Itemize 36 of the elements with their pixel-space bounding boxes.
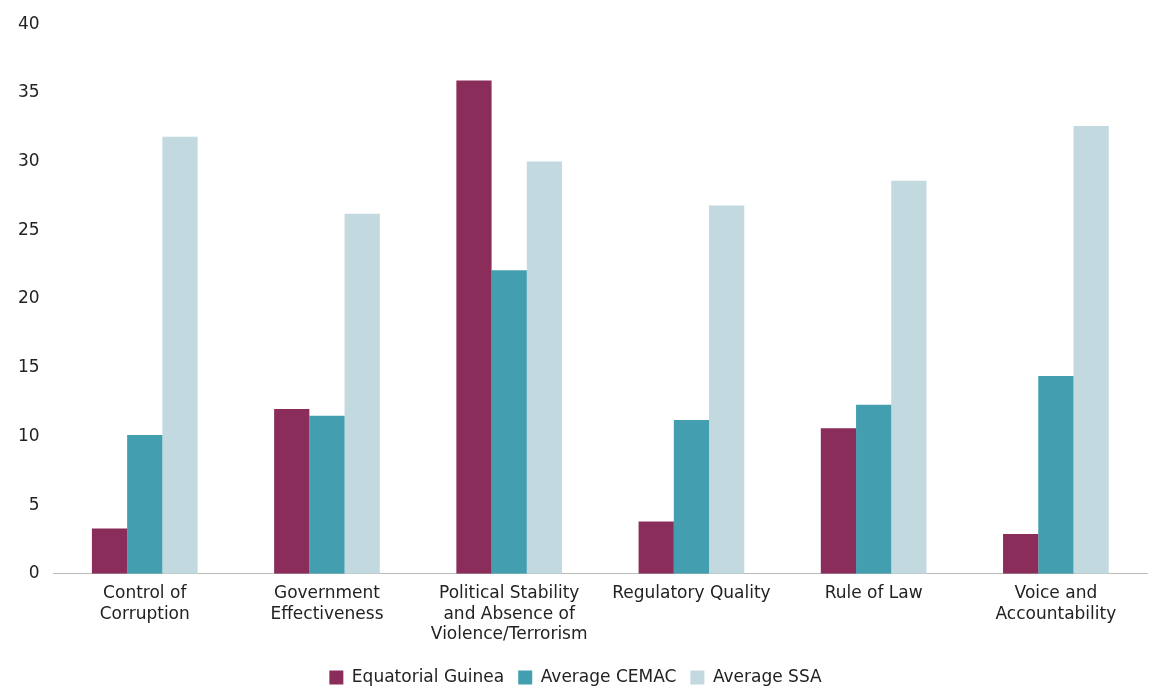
x-tick-label: Control of Corruption <box>99 582 190 623</box>
bar <box>91 528 128 574</box>
x-tick-label: Government Effectiveness <box>270 582 384 623</box>
y-tick-label: 5 <box>28 493 40 514</box>
y-tick-label: 40 <box>17 12 40 33</box>
bar <box>820 428 857 574</box>
bar <box>456 80 492 574</box>
legend-label: Average SSA <box>712 665 823 686</box>
y-tick-label: 35 <box>17 81 40 102</box>
bar <box>127 435 163 574</box>
bar <box>638 521 674 574</box>
y-tick-label: 30 <box>17 150 40 171</box>
bar <box>526 161 563 574</box>
x-tick-label: Rule of Law <box>824 582 923 603</box>
bar <box>709 205 745 574</box>
y-tick-label: 0 <box>28 562 40 583</box>
x-tick-label: Regulatory Quality <box>612 582 771 603</box>
x-tick-label: Political Stability and Absence of Violence/Terrorism <box>430 582 588 644</box>
y-tick-label: 25 <box>17 218 40 239</box>
bar <box>274 408 310 574</box>
bar <box>1038 375 1074 574</box>
x-tick-label: Voice and Accountability <box>995 582 1117 623</box>
legend-label: Average CEMAC <box>540 665 677 686</box>
bar <box>162 136 198 574</box>
y-tick-label: 10 <box>17 424 40 445</box>
bar <box>856 404 892 574</box>
bar <box>891 180 927 574</box>
legend-label: Equatorial Guinea <box>351 665 505 686</box>
bar <box>491 270 527 574</box>
bar <box>1003 533 1039 574</box>
bar <box>1073 125 1109 574</box>
bar <box>673 419 710 574</box>
y-tick-label: 15 <box>17 356 40 377</box>
bar <box>309 415 345 574</box>
y-tick-label: 20 <box>17 287 40 308</box>
bar <box>344 213 380 574</box>
